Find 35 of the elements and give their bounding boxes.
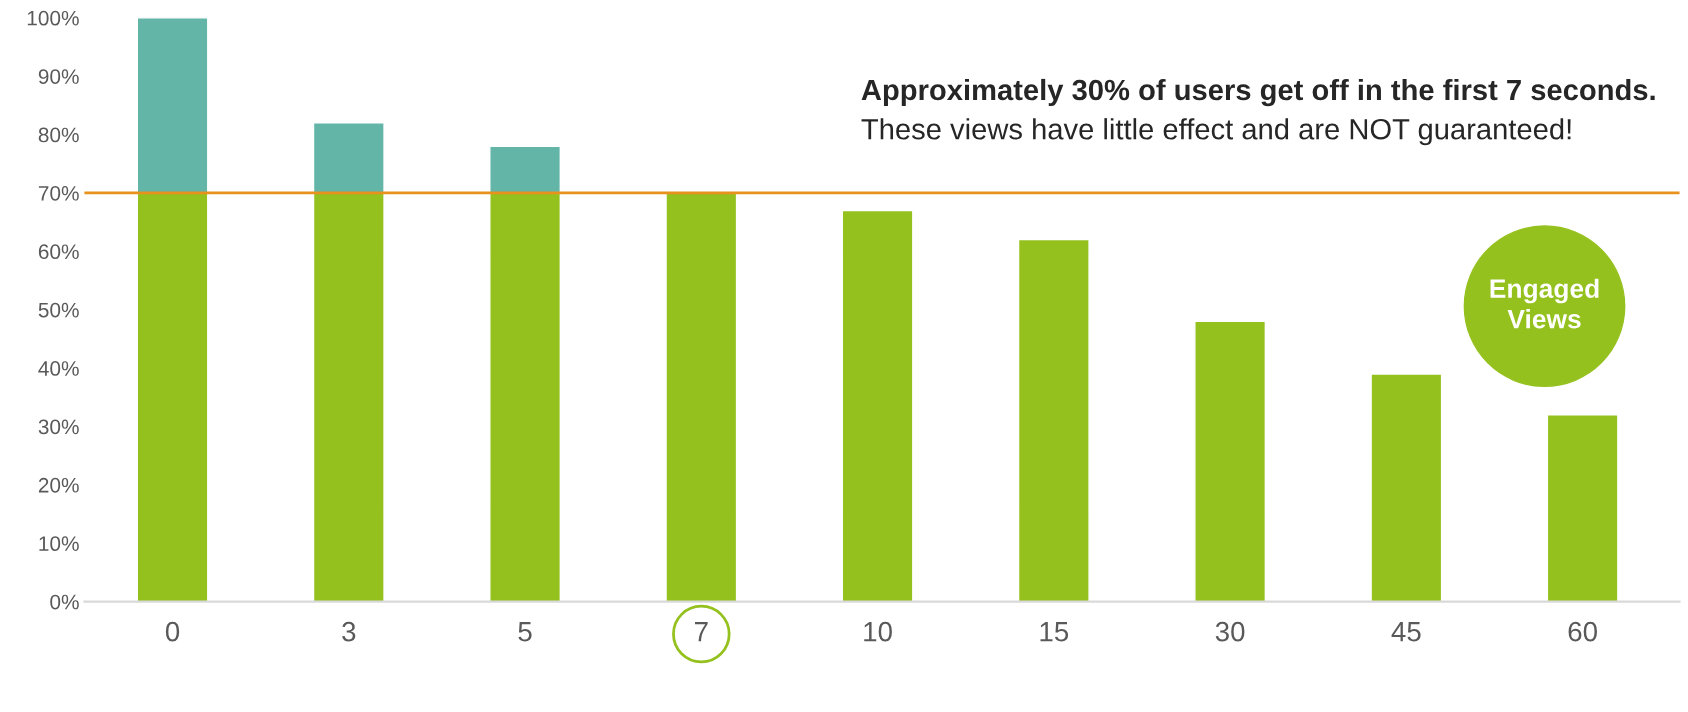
bar [1017,238,1090,602]
x-tick-label: 10 [864,621,892,642]
y-tick-label: 50% [38,302,79,318]
y-tick-label: 70% [38,185,79,201]
y-tick-label: 0% [50,594,79,610]
bar [1194,320,1267,602]
y-tick-label: 30% [38,419,79,435]
x-tick-label: 7 [695,622,708,642]
y-tick-label: 40% [38,361,79,376]
bar [136,192,209,602]
y-tick-label: 10% [39,536,79,552]
annotation: Approximately 30% of users get off in the first 7 seconds. [861,78,1655,107]
bar [841,209,914,602]
bar [489,145,561,194]
bar [489,192,561,602]
x-tick-label: 30 [1215,621,1245,642]
x-tick-label: 15 [1040,622,1069,642]
y-tick-label: 100% [27,10,79,26]
x-tick-label: 0 [165,621,180,642]
x-tick-label: 45 [1391,622,1421,642]
x-tick-label: 3 [342,621,356,642]
y-tick-label: 60% [38,244,79,260]
y-tick-label: 20% [38,477,79,493]
bar [1370,373,1443,602]
bar [1546,414,1619,602]
x-tick-label: 60 [1568,621,1597,642]
y-tick-label: 90% [38,69,79,84]
bar [665,192,738,602]
bar [136,17,209,194]
annotation: Engaged Views [1490,278,1599,329]
annotation: These views have little effect and are NOT guaranteed! [861,118,1571,146]
x-tick-label: 5 [518,622,532,642]
bar [312,122,385,194]
bar [312,192,385,602]
y-tick-label: 80% [38,127,79,143]
